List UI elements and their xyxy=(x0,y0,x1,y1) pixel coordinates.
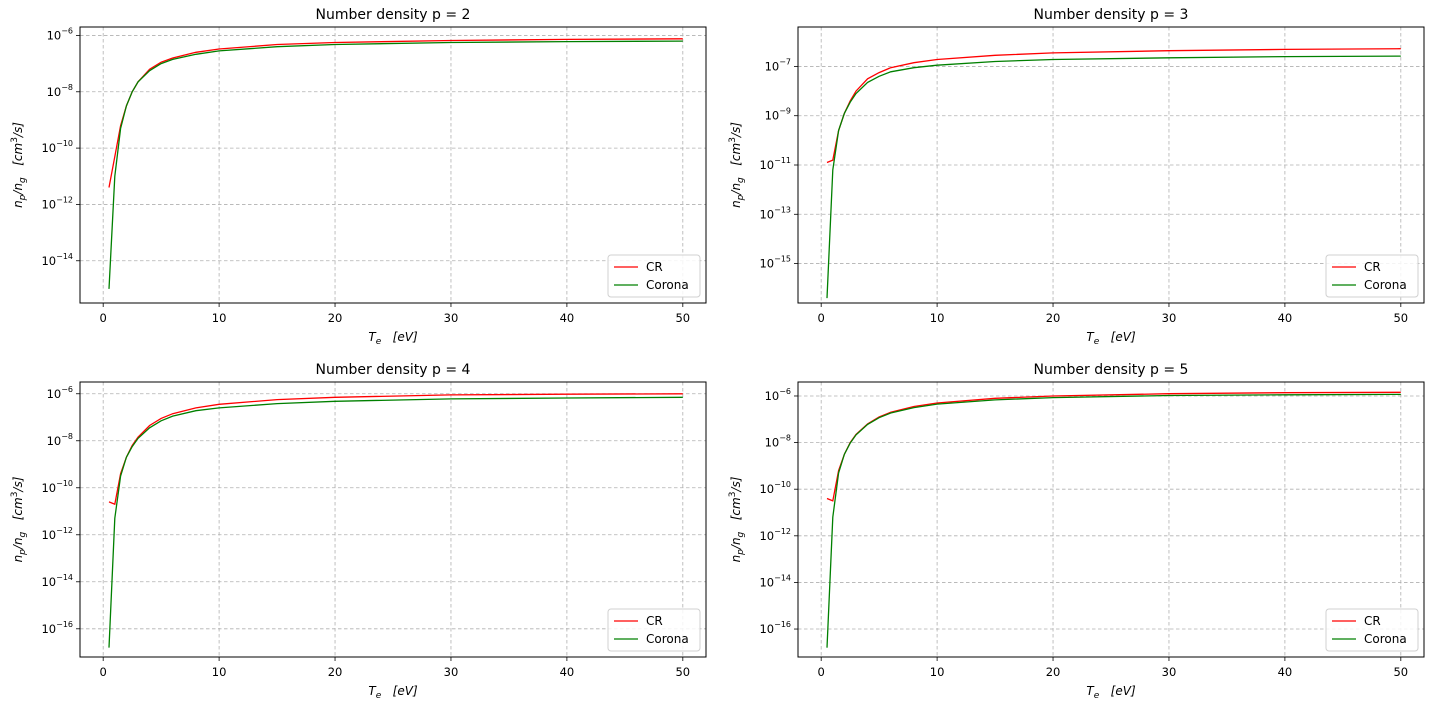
chart-title: Number density p = 3 xyxy=(1034,7,1189,23)
x-axis-label: Te [eV] xyxy=(368,330,418,347)
x-axis-label: Te [eV] xyxy=(1086,684,1136,701)
legend-box xyxy=(607,608,701,652)
legend: CR Corona xyxy=(607,254,701,298)
x-tick-label: 10 xyxy=(212,665,227,679)
x-tick-label: 30 xyxy=(444,311,459,325)
chart-title: Number density p = 4 xyxy=(316,362,471,378)
x-tick-label: 30 xyxy=(1162,665,1177,679)
y-axis-label: np/ng [cm3/s] xyxy=(10,122,28,208)
x-axis-label: Te [eV] xyxy=(1086,330,1136,347)
x-tick-label: 10 xyxy=(930,665,945,679)
y-tick-label: 10−6 xyxy=(765,387,791,403)
x-tick-label: 20 xyxy=(1046,311,1061,325)
x-tick-label: 40 xyxy=(560,665,575,679)
x-tick-label: 30 xyxy=(444,665,459,679)
legend: CR Corona xyxy=(1325,608,1419,652)
legend-label-corona: Corona xyxy=(646,632,689,646)
y-tick-label: 10−9 xyxy=(765,107,791,123)
legend-label-cr: CR xyxy=(646,614,663,628)
y-tick-label: 10−13 xyxy=(759,205,791,221)
series-line-cr xyxy=(826,48,1401,164)
legend-label-corona: Corona xyxy=(1364,278,1407,292)
x-tick-label: 0 xyxy=(818,311,825,325)
y-tick-label: 10−12 xyxy=(41,526,73,542)
x-tick-label: 10 xyxy=(930,311,945,325)
y-tick-label: 10−10 xyxy=(41,139,73,155)
y-tick-label: 10−6 xyxy=(47,385,73,401)
subplot-p3: Number density p = 3 0 10 20 30 40 50 10−15 10−1… xyxy=(728,7,1425,347)
y-tick-label: 10−6 xyxy=(47,26,73,42)
subplot-p4: Number density p = 4 0 10 20 30 40 50 10−16 10−1… xyxy=(10,362,707,701)
legend-box xyxy=(1325,254,1419,298)
plot-frame xyxy=(79,26,707,304)
x-tick-label: 0 xyxy=(818,665,825,679)
chart-title: Number density p = 2 xyxy=(316,7,471,23)
legend-label-cr: CR xyxy=(1364,260,1381,274)
y-tick-label: 10−8 xyxy=(765,434,791,450)
chart-title: Number density p = 5 xyxy=(1034,362,1189,378)
x-tick-label: 40 xyxy=(1278,665,1293,679)
x-tick-label: 40 xyxy=(1278,311,1293,325)
x-tick-label: 20 xyxy=(328,665,343,679)
x-tick-label: 20 xyxy=(328,311,343,325)
y-tick-label: 10−8 xyxy=(47,83,73,99)
y-tick-label: 10−14 xyxy=(41,573,73,589)
plot-frame xyxy=(797,381,1425,658)
subplot-p5: Number density p = 5 0 10 20 30 40 50 10−16 10−1… xyxy=(728,362,1425,701)
plot-frame xyxy=(797,26,1425,304)
legend-label-cr: CR xyxy=(1364,614,1381,628)
y-axis-label: np/ng [cm3/s] xyxy=(10,476,28,562)
x-tick-label: 50 xyxy=(1393,665,1408,679)
x-tick-label: 0 xyxy=(100,665,107,679)
subplot-p2: Number density p = 2 0 10 20 30 40 50 10−14 10−1… xyxy=(10,7,707,347)
legend-box xyxy=(1325,608,1419,652)
series-line-corona xyxy=(826,55,1401,299)
x-tick-label: 20 xyxy=(1046,665,1061,679)
x-tick-label: 50 xyxy=(1393,311,1408,325)
x-tick-label: 50 xyxy=(675,665,690,679)
series-line-corona xyxy=(108,396,683,648)
y-tick-label: 10−12 xyxy=(41,195,73,211)
legend: CR Corona xyxy=(607,608,701,652)
y-tick-label: 10−16 xyxy=(759,620,791,636)
y-tick-label: 10−10 xyxy=(41,479,73,495)
y-tick-label: 10−11 xyxy=(759,156,791,172)
y-tick-label: 10−7 xyxy=(765,57,791,73)
y-tick-label: 10−10 xyxy=(759,480,791,496)
series-line-corona xyxy=(108,40,683,289)
y-axis-label: np/ng [cm3/s] xyxy=(728,476,746,562)
y-tick-label: 10−16 xyxy=(41,620,73,636)
legend-label-corona: Corona xyxy=(646,278,689,292)
y-axis-label: np/ng [cm3/s] xyxy=(728,122,746,208)
legend: CR Corona xyxy=(1325,254,1419,298)
series-line-cr xyxy=(826,391,1401,502)
y-tick-label: 10−14 xyxy=(41,252,73,268)
x-tick-label: 0 xyxy=(100,311,107,325)
x-axis-label: Te [eV] xyxy=(368,684,418,701)
y-tick-label: 10−15 xyxy=(759,255,791,271)
legend-box xyxy=(607,254,701,298)
x-tick-label: 50 xyxy=(675,311,690,325)
y-tick-label: 10−14 xyxy=(759,573,791,589)
series-line-cr xyxy=(108,38,683,188)
x-tick-label: 40 xyxy=(560,311,575,325)
legend-label-corona: Corona xyxy=(1364,632,1407,646)
y-tick-label: 10−12 xyxy=(759,527,791,543)
x-tick-label: 30 xyxy=(1162,311,1177,325)
series-line-corona xyxy=(826,393,1401,648)
legend-label-cr: CR xyxy=(646,260,663,274)
plot-frame xyxy=(79,381,707,658)
x-tick-label: 10 xyxy=(212,311,227,325)
y-tick-label: 10−8 xyxy=(47,432,73,448)
